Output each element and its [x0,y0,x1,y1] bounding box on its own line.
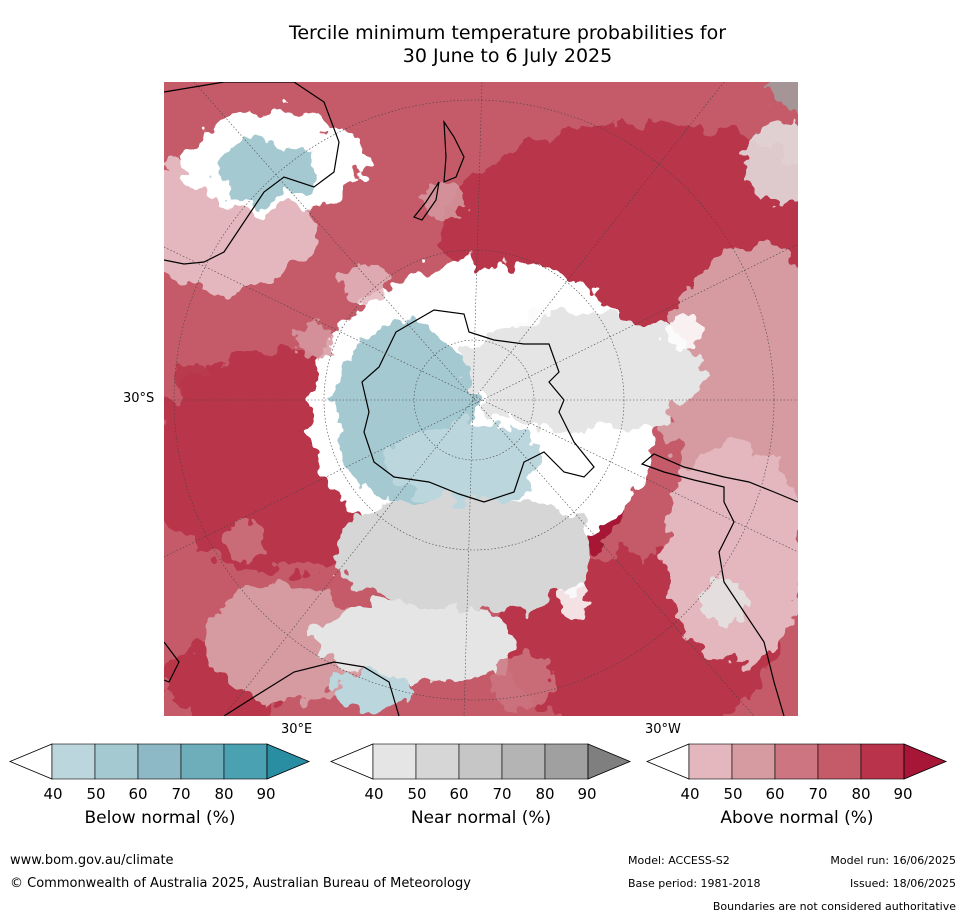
colorbar-arrow-low [329,743,374,780]
colorbar-segment [94,743,139,780]
title-line-2: 30 June to 6 July 2025 [402,45,613,67]
colorbar-segment [372,743,417,780]
below-normal-colorbar [8,743,311,785]
colorbar-arrow-high [903,743,948,780]
colorbar-arrow-high [266,743,311,780]
colorbar-segment [223,743,268,780]
colorbar-arrow-high [587,743,632,780]
graticule [164,82,798,716]
above-tick-40: 40 [680,785,700,803]
map-canvas [164,82,798,716]
website-link[interactable]: www.bom.gov.au/climate [10,853,174,868]
near-tick-40: 40 [364,785,384,803]
new-zealand-outline [413,119,465,221]
colorbar-segment [544,743,589,780]
near-tick-50: 50 [407,785,427,803]
australia-outline [164,82,340,265]
africa-outline [223,661,400,716]
above-tick-70: 70 [808,785,828,803]
probability-map [164,82,798,716]
above-normal-colorbar [645,743,948,785]
copyright-text: © Commonwealth of Australia 2025, Austra… [10,876,471,891]
title-line-1: Tercile minimum temperature probabilitie… [288,22,727,44]
near-tick-60: 60 [449,785,469,803]
near-tick-90: 90 [577,785,597,803]
longitude-label-30w: 30°W [645,722,681,737]
above-tick-60: 60 [765,785,785,803]
below-tick-40: 40 [43,785,63,803]
colorbar-segment [774,743,819,780]
above-tick-50: 50 [723,785,743,803]
colorbar-segment [51,743,96,780]
latitude-label-30s: 30°S [123,391,155,406]
colorbar-arrow-low [8,743,53,780]
issued-date: Issued: 18/06/2025 [849,877,956,890]
probability-patches [164,112,798,716]
probability-speckles [174,82,798,712]
model-name: Model: ACCESS-S2 [628,854,730,867]
colorbar-arrow-low [645,743,690,780]
colorbar-segment [180,743,225,780]
colorbar-segment [860,743,905,780]
below-normal-label: Below normal (%) [84,808,236,828]
model-run-date: Model run: 16/06/2025 [830,854,956,867]
above-normal-colorbar-svg [645,743,948,780]
colorbar-segment [817,743,862,780]
antarctica-outline [361,309,595,503]
colorbar-segment [688,743,733,780]
near-tick-80: 80 [535,785,555,803]
below-tick-80: 80 [214,785,234,803]
below-normal-colorbar-svg [8,743,311,780]
above-normal-label: Above normal (%) [720,808,874,828]
boundaries-disclaimer: Boundaries are not considered authoritat… [712,900,956,913]
above-tick-90: 90 [893,785,913,803]
below-tick-70: 70 [171,785,191,803]
below-tick-90: 90 [256,785,276,803]
below-tick-50: 50 [86,785,106,803]
below-tick-60: 60 [128,785,148,803]
colorbar-segment [501,743,546,780]
madagascar-outline [164,641,180,683]
colorbar-segment [415,743,460,780]
near-tick-70: 70 [492,785,512,803]
base-period: Base period: 1981-2018 [628,877,761,890]
colorbar-segment [731,743,776,780]
near-normal-colorbar-svg [329,743,632,780]
above-tick-80: 80 [851,785,871,803]
map-title: Tercile minimum temperature probabilitie… [0,22,965,68]
colorbar-segment [458,743,503,780]
near-normal-colorbar [329,743,632,785]
south-america-outline [640,453,798,716]
longitude-label-30e: 30°E [281,722,313,737]
colorbar-segment [137,743,182,780]
near-normal-label: Near normal (%) [410,808,552,828]
